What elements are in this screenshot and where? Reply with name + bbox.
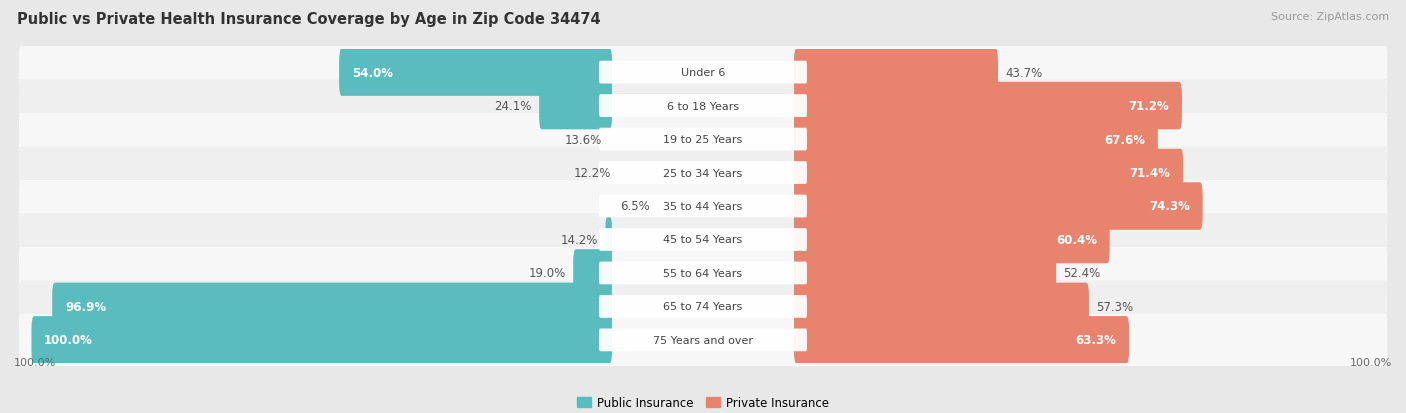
FancyBboxPatch shape [18,180,1388,233]
FancyBboxPatch shape [606,216,612,263]
FancyBboxPatch shape [339,49,612,97]
Text: 71.4%: 71.4% [1129,166,1171,180]
Text: 74.3%: 74.3% [1149,200,1189,213]
Text: 57.3%: 57.3% [1097,300,1133,313]
FancyBboxPatch shape [599,95,807,118]
Text: 67.6%: 67.6% [1104,133,1144,146]
FancyBboxPatch shape [794,49,998,97]
FancyBboxPatch shape [599,195,807,218]
Text: 12.2%: 12.2% [574,166,612,180]
Text: 100.0%: 100.0% [44,334,93,347]
Text: 100.0%: 100.0% [14,357,56,367]
FancyBboxPatch shape [18,247,1388,299]
Text: 60.4%: 60.4% [1056,233,1097,247]
FancyBboxPatch shape [538,83,612,130]
Text: 43.7%: 43.7% [1005,66,1043,79]
FancyBboxPatch shape [599,162,807,185]
FancyBboxPatch shape [794,249,1056,297]
Text: 35 to 44 Years: 35 to 44 Years [664,202,742,211]
FancyBboxPatch shape [599,62,807,84]
FancyBboxPatch shape [794,150,1184,197]
FancyBboxPatch shape [599,228,807,251]
Text: 54.0%: 54.0% [352,66,392,79]
Text: 13.6%: 13.6% [565,133,602,146]
Text: 65 to 74 Years: 65 to 74 Years [664,301,742,312]
Text: 55 to 64 Years: 55 to 64 Years [664,268,742,278]
FancyBboxPatch shape [18,147,1388,199]
FancyBboxPatch shape [18,114,1388,166]
Text: 100.0%: 100.0% [1350,357,1392,367]
FancyBboxPatch shape [18,47,1388,99]
Text: 19 to 25 Years: 19 to 25 Years [664,135,742,145]
Text: 75 Years and over: 75 Years and over [652,335,754,345]
FancyBboxPatch shape [794,116,1157,164]
FancyBboxPatch shape [599,262,807,285]
FancyBboxPatch shape [574,249,612,297]
FancyBboxPatch shape [794,83,1182,130]
FancyBboxPatch shape [794,283,1088,330]
FancyBboxPatch shape [794,316,1129,364]
FancyBboxPatch shape [794,216,1109,263]
Text: 71.2%: 71.2% [1129,100,1170,113]
Text: 63.3%: 63.3% [1076,334,1116,347]
Text: Public vs Private Health Insurance Coverage by Age in Zip Code 34474: Public vs Private Health Insurance Cover… [17,12,600,27]
Text: Under 6: Under 6 [681,68,725,78]
Text: 6.5%: 6.5% [620,200,650,213]
Text: 6 to 18 Years: 6 to 18 Years [666,101,740,112]
Text: Source: ZipAtlas.com: Source: ZipAtlas.com [1271,12,1389,22]
FancyBboxPatch shape [18,280,1388,333]
FancyBboxPatch shape [18,214,1388,266]
Text: 19.0%: 19.0% [529,267,565,280]
FancyBboxPatch shape [599,128,807,151]
Legend: Public Insurance, Private Insurance: Public Insurance, Private Insurance [572,392,834,413]
FancyBboxPatch shape [52,283,612,330]
FancyBboxPatch shape [599,295,807,318]
Text: 96.9%: 96.9% [65,300,105,313]
FancyBboxPatch shape [18,314,1388,366]
FancyBboxPatch shape [18,80,1388,133]
Text: 24.1%: 24.1% [495,100,531,113]
FancyBboxPatch shape [794,183,1202,230]
Text: 52.4%: 52.4% [1063,267,1101,280]
Text: 25 to 34 Years: 25 to 34 Years [664,168,742,178]
FancyBboxPatch shape [599,329,807,351]
FancyBboxPatch shape [31,316,612,364]
Text: 45 to 54 Years: 45 to 54 Years [664,235,742,245]
Text: 14.2%: 14.2% [561,233,598,247]
